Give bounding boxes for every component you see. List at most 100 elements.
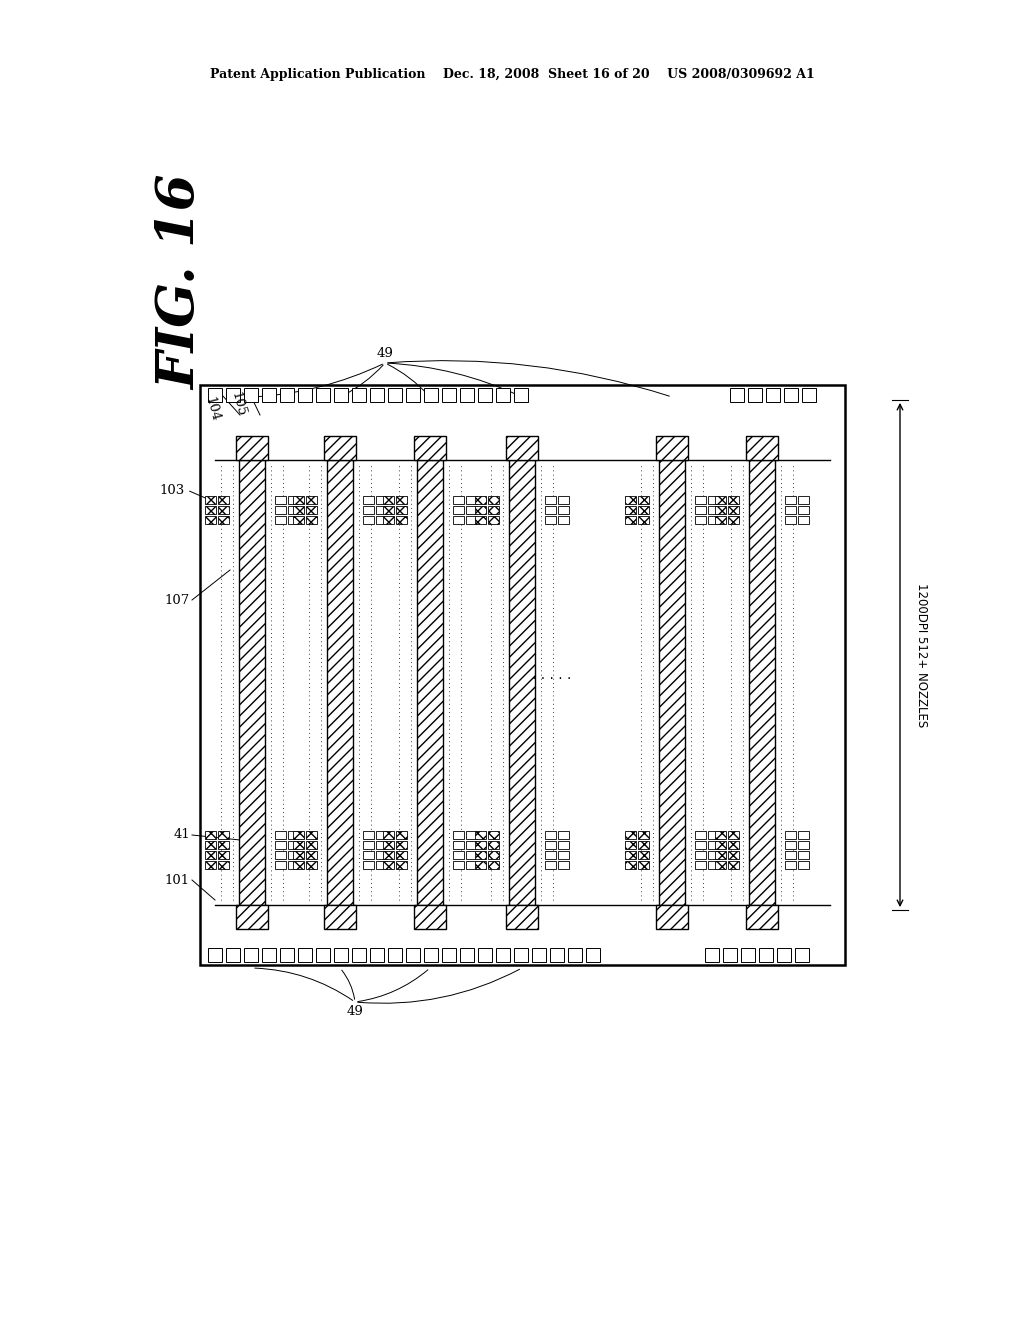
Bar xyxy=(396,841,407,849)
Bar xyxy=(417,459,443,906)
Bar xyxy=(362,506,374,513)
Bar xyxy=(695,841,706,849)
Bar xyxy=(545,851,556,859)
Bar xyxy=(298,948,312,962)
Bar xyxy=(514,388,528,403)
Bar xyxy=(545,496,556,504)
Bar xyxy=(453,832,464,840)
Bar xyxy=(376,832,387,840)
Text: Patent Application Publication    Dec. 18, 2008  Sheet 16 of 20    US 2008/03096: Patent Application Publication Dec. 18, … xyxy=(210,69,814,81)
Bar xyxy=(708,861,719,869)
Bar xyxy=(324,436,356,459)
Bar xyxy=(460,388,474,403)
Bar xyxy=(200,385,845,965)
Bar xyxy=(239,459,265,906)
Bar xyxy=(208,948,222,962)
Bar xyxy=(695,506,706,513)
Bar xyxy=(625,832,636,840)
Bar xyxy=(488,861,499,869)
Bar xyxy=(383,506,394,513)
Bar xyxy=(475,496,486,504)
Text: 103: 103 xyxy=(160,483,185,496)
Bar xyxy=(741,948,755,962)
Bar xyxy=(442,948,456,962)
Bar xyxy=(532,948,546,962)
Bar xyxy=(205,506,216,513)
Bar xyxy=(306,841,317,849)
Bar xyxy=(558,516,569,524)
Bar xyxy=(715,861,726,869)
Bar xyxy=(396,832,407,840)
Bar xyxy=(293,841,304,849)
Bar xyxy=(708,841,719,849)
Bar xyxy=(488,496,499,504)
Bar xyxy=(785,516,796,524)
Bar xyxy=(316,948,330,962)
Bar xyxy=(406,948,420,962)
Bar xyxy=(262,948,276,962)
Bar xyxy=(205,861,216,869)
Bar xyxy=(475,832,486,840)
Bar xyxy=(306,861,317,869)
Bar xyxy=(205,841,216,849)
Bar xyxy=(205,516,216,524)
Bar xyxy=(638,851,649,859)
Bar xyxy=(453,841,464,849)
Bar xyxy=(288,516,299,524)
Bar xyxy=(376,506,387,513)
Bar xyxy=(478,948,492,962)
Bar xyxy=(288,861,299,869)
Bar xyxy=(466,832,477,840)
Bar xyxy=(496,948,510,962)
Bar xyxy=(208,388,222,403)
Bar xyxy=(293,861,304,869)
Bar xyxy=(475,841,486,849)
Bar xyxy=(488,832,499,840)
Bar xyxy=(478,388,492,403)
Bar xyxy=(625,861,636,869)
Bar xyxy=(306,496,317,504)
Bar xyxy=(488,841,499,849)
Bar xyxy=(383,516,394,524)
Bar xyxy=(396,516,407,524)
Bar xyxy=(218,832,229,840)
Bar xyxy=(749,459,775,906)
Bar xyxy=(708,851,719,859)
Bar xyxy=(785,496,796,504)
Bar xyxy=(777,948,791,962)
Bar xyxy=(383,841,394,849)
Bar xyxy=(226,388,240,403)
Bar xyxy=(275,861,286,869)
Bar xyxy=(388,948,402,962)
Bar xyxy=(638,496,649,504)
Bar xyxy=(362,841,374,849)
Bar xyxy=(558,861,569,869)
Bar xyxy=(453,506,464,513)
Bar xyxy=(376,851,387,859)
Bar xyxy=(306,506,317,513)
Bar xyxy=(362,516,374,524)
Bar xyxy=(275,841,286,849)
Bar xyxy=(475,506,486,513)
Bar xyxy=(205,851,216,859)
Bar xyxy=(383,832,394,840)
Text: 105: 105 xyxy=(229,389,248,417)
Text: 107: 107 xyxy=(165,594,190,606)
Bar xyxy=(488,506,499,513)
Bar xyxy=(715,841,726,849)
Bar xyxy=(638,516,649,524)
Bar xyxy=(466,506,477,513)
Bar xyxy=(625,496,636,504)
Bar xyxy=(695,516,706,524)
Bar xyxy=(327,459,353,906)
Bar xyxy=(715,506,726,513)
Bar xyxy=(275,516,286,524)
Bar xyxy=(638,841,649,849)
Bar xyxy=(275,832,286,840)
Bar xyxy=(466,851,477,859)
Bar xyxy=(695,832,706,840)
Bar xyxy=(362,861,374,869)
Bar xyxy=(376,496,387,504)
Bar xyxy=(545,841,556,849)
Bar xyxy=(586,948,600,962)
